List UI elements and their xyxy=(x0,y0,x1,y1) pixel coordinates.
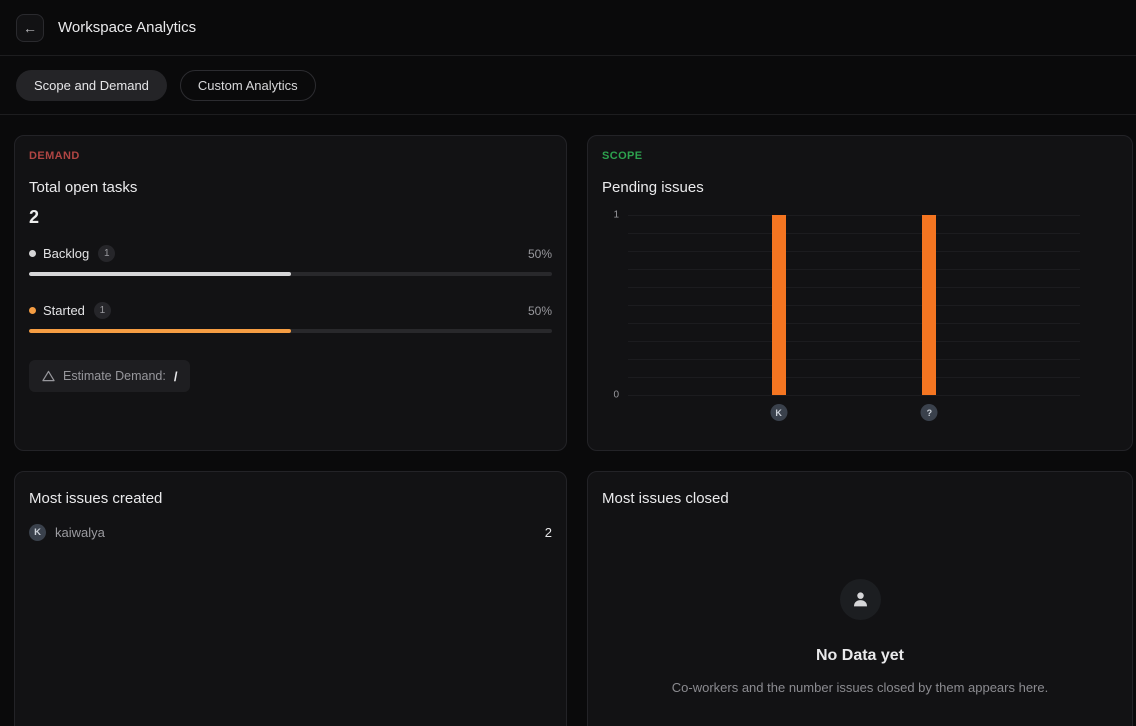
left-arrow-icon: ← xyxy=(23,19,37,36)
scope-card: SCOPE Pending issues 1 0 K? xyxy=(587,135,1133,451)
gridline xyxy=(628,359,1080,360)
pending-issues-title: Pending issues xyxy=(602,179,704,196)
backlog-dot-icon xyxy=(29,250,36,257)
back-button[interactable]: ← xyxy=(16,13,44,42)
header: ← Workspace Analytics xyxy=(0,0,1136,56)
most-issues-closed-card: Most issues closed No Data yet Co-worker… xyxy=(587,471,1133,726)
tab-custom-analytics[interactable]: Custom Analytics xyxy=(179,69,316,101)
started-progress-fill xyxy=(29,329,291,333)
person-name: kaiwalya xyxy=(55,525,105,540)
chart-y-axis: 1 0 xyxy=(602,210,628,401)
y-tick-1: 1 xyxy=(613,209,619,221)
scope-eyebrow: SCOPE xyxy=(602,150,643,162)
person-icon xyxy=(839,579,881,620)
pending-issues-chart-plot xyxy=(628,215,1080,396)
person-count: 2 xyxy=(544,525,552,540)
gridline xyxy=(628,323,1080,324)
demand-eyebrow: DEMAND xyxy=(29,150,80,162)
gridline xyxy=(628,305,1080,306)
started-progress-track xyxy=(29,329,552,333)
estimate-demand-label: Estimate Demand: xyxy=(63,369,166,383)
backlog-row: Backlog 1 50% xyxy=(29,245,552,262)
empty-state-description: Co-workers and the number issues closed … xyxy=(671,680,1049,695)
demand-card: DEMAND Total open tasks 2 Backlog 1 50% … xyxy=(14,135,567,451)
page-title: Workspace Analytics xyxy=(58,19,197,36)
backlog-progress-track xyxy=(29,272,552,276)
tab-strip: Scope and Demand Custom Analytics xyxy=(0,56,1136,115)
started-label: Started xyxy=(43,303,85,318)
started-percent: 50% xyxy=(527,303,552,318)
most-issues-closed-title: Most issues closed xyxy=(602,490,729,507)
backlog-count-badge: 1 xyxy=(98,245,116,262)
gridline xyxy=(628,395,1080,396)
backlog-percent: 50% xyxy=(527,246,552,261)
chart-avatars: K? xyxy=(628,395,1080,425)
analytics-grid: DEMAND Total open tasks 2 Backlog 1 50% … xyxy=(0,115,1136,726)
backlog-label: Backlog xyxy=(43,246,90,261)
empty-state-title: No Data yet xyxy=(815,647,905,664)
gridline xyxy=(628,341,1080,342)
started-dot-icon xyxy=(29,307,36,314)
pending-issues-bar-K xyxy=(771,215,786,395)
triangle-icon xyxy=(42,370,55,382)
y-tick-0: 0 xyxy=(613,389,619,401)
most-issues-created-title: Most issues created xyxy=(29,490,163,507)
pending-issues-bar-? xyxy=(922,215,937,395)
gridline xyxy=(628,215,1080,216)
most-issues-created-card: Most issues created K kaiwalya 2 xyxy=(14,471,567,726)
no-data-empty-state: No Data yet Co-workers and the number is… xyxy=(602,579,1118,698)
started-row: Started 1 50% xyxy=(29,302,552,319)
gridline xyxy=(628,233,1080,234)
gridline xyxy=(628,269,1080,270)
gridline xyxy=(628,377,1080,378)
gridline xyxy=(628,287,1080,288)
avatar: K xyxy=(29,524,46,541)
tab-scope-and-demand[interactable]: Scope and Demand xyxy=(16,69,167,101)
estimate-demand-value: / xyxy=(173,368,178,384)
backlog-progress-fill xyxy=(29,272,291,276)
total-open-tasks-value: 2 xyxy=(29,207,40,227)
bar-avatar-?: ? xyxy=(920,404,938,421)
started-count-badge: 1 xyxy=(93,302,111,319)
estimate-demand-chip[interactable]: Estimate Demand: / xyxy=(29,360,191,392)
total-open-tasks-title: Total open tasks xyxy=(29,179,138,196)
pending-issues-chart: 1 0 xyxy=(602,210,1080,401)
bar-avatar-K: K xyxy=(770,404,788,421)
created-row-kaiwalya: K kaiwalya 2 xyxy=(29,524,552,541)
gridline xyxy=(628,251,1080,252)
